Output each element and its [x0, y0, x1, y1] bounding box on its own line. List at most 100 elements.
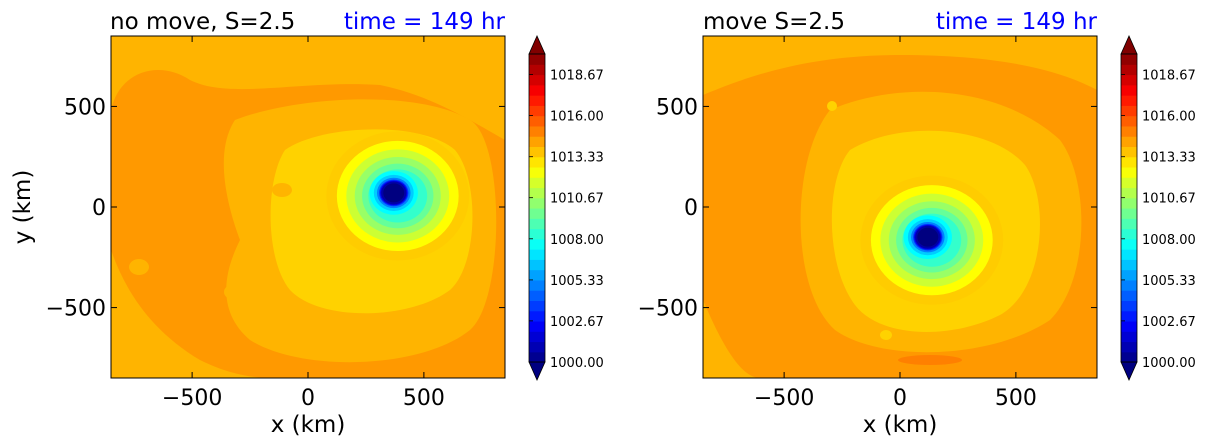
colorbar-tick-label: 1000.00: [550, 356, 604, 371]
colorbar-tick-label: 1008.00: [550, 233, 604, 248]
colorbar-level: [1121, 125, 1137, 137]
colorbar-level: [1121, 105, 1137, 117]
colorbar-tick-label: 1008.00: [1142, 233, 1196, 248]
colorbar-level: [529, 54, 545, 65]
colorbar-level: [529, 269, 545, 281]
colorbar-level: [529, 249, 545, 260]
y-tick-label: 500: [656, 95, 698, 120]
colorbar-level: [529, 238, 545, 250]
colorbar-tick-label: 1010.67: [550, 192, 604, 207]
pressure-contour-ring: [917, 227, 939, 247]
colorbar-level: [1121, 269, 1137, 281]
y-tick-label: −500: [46, 297, 106, 322]
colorbar-tick-label: 1005.33: [1142, 274, 1196, 289]
right-title: move S=2.5: [703, 9, 845, 35]
colorbar-level: [529, 64, 545, 76]
left-colorbar: 1000.00 1002.67 1005.33 1008.00 1010.67 1013.…: [528, 35, 604, 381]
colorbar-frame: [528, 53, 546, 363]
pressure-contour-ring: [383, 183, 405, 203]
left-contour-field: [111, 36, 505, 378]
y-tick-label: 0: [684, 196, 698, 221]
colorbar-level: [1121, 54, 1137, 65]
colorbar-level: [1121, 84, 1137, 96]
right-time-label: time = 149 hr: [936, 9, 1098, 35]
colorbar-level: [1121, 208, 1137, 219]
right-xlabel: x (km): [863, 412, 938, 438]
colorbar-extend-max: [528, 35, 546, 55]
x-tick-label: 0: [893, 386, 907, 411]
colorbar-level: [1121, 290, 1137, 301]
colorbar-level: [529, 331, 545, 343]
colorbar-level: [1121, 341, 1137, 353]
right-contour-field: [703, 36, 1097, 378]
colorbar-level: [1121, 156, 1137, 168]
colorbar-tick-label: 1016.00: [550, 110, 604, 125]
colorbar-level: [529, 166, 545, 178]
colorbar-tick-label: 1000.00: [1142, 356, 1196, 371]
x-tick-label: −500: [162, 386, 222, 411]
colorbar-level: [529, 279, 545, 291]
x-tick-label: 0: [301, 386, 315, 411]
colorbar-level: [529, 95, 545, 106]
colorbar-level: [529, 310, 545, 322]
colorbar-level: [529, 290, 545, 301]
colorbar-level: [1121, 177, 1137, 189]
colorbar-level: [529, 218, 545, 230]
colorbar-level: [1121, 166, 1137, 178]
left-panel: no move, S=2.5 time = 149 hr −500 0 500 −50…: [10, 9, 604, 438]
colorbar-extend-max: [1120, 35, 1138, 55]
colorbar-level: [529, 300, 545, 312]
colorbar-level: [1121, 300, 1137, 312]
colorbar-level: [529, 341, 545, 353]
colorbar-level: [529, 156, 545, 168]
colorbar-tick-label: 1002.67: [550, 315, 604, 330]
colorbar-level: [1121, 331, 1137, 343]
colorbar-level: [529, 259, 545, 271]
colorbar-level: [1121, 249, 1137, 260]
left-ylabel: y (km): [10, 170, 36, 245]
x-tick-label: −500: [754, 386, 814, 411]
colorbar-level: [1121, 187, 1137, 199]
colorbar-level: [1121, 64, 1137, 76]
colorbar-level: [1121, 74, 1137, 86]
colorbar-level: [1121, 218, 1137, 230]
colorbar-tick-label: 1016.00: [1142, 110, 1196, 125]
colorbar-level: [529, 125, 545, 137]
colorbar-level: [1121, 146, 1137, 158]
left-time-label: time = 149 hr: [344, 9, 506, 35]
colorbar-level: [529, 84, 545, 96]
colorbar-level: [1121, 310, 1137, 322]
colorbar-level: [1121, 136, 1137, 147]
colorbar-level: [1121, 279, 1137, 291]
colorbar-level: [1121, 259, 1137, 271]
colorbar-level: [529, 228, 545, 240]
colorbar-level: [529, 208, 545, 219]
right-panel: move S=2.5 time = 149 hr −500 0 500 −500 0 50…: [638, 9, 1196, 438]
x-tick-label: 500: [403, 386, 445, 411]
y-tick-label: 0: [92, 196, 106, 221]
colorbar-tick-label: 1013.33: [1142, 151, 1196, 166]
right-colorbar: 1000.00 1002.67 1005.33 1008.00 1010.67 1013.…: [1120, 35, 1196, 381]
colorbar-level: [1121, 238, 1137, 250]
colorbar-extend-min: [1120, 361, 1138, 381]
left-title: no move, S=2.5: [110, 9, 295, 35]
y-tick-label: −500: [638, 297, 698, 322]
colorbar-level: [529, 197, 545, 209]
colorbar-tick-label: 1018.67: [550, 68, 604, 83]
colorbar-level: [529, 177, 545, 189]
colorbar-level: [529, 105, 545, 117]
colorbar-level: [529, 320, 545, 332]
colorbar-level: [1121, 228, 1137, 240]
colorbar-extend-min: [528, 361, 546, 381]
colorbar-level: [529, 351, 545, 363]
colorbar-level: [1121, 197, 1137, 209]
colorbar-tick-label: 1010.67: [1142, 192, 1196, 207]
colorbar-tick-label: 1013.33: [550, 151, 604, 166]
colorbar-level: [1121, 351, 1137, 363]
colorbar-tick-label: 1018.67: [1142, 68, 1196, 83]
colorbar-tick-label: 1005.33: [550, 274, 604, 289]
colorbar-level: [529, 115, 545, 127]
colorbar-frame: [1120, 53, 1138, 363]
colorbar-level: [1121, 115, 1137, 127]
